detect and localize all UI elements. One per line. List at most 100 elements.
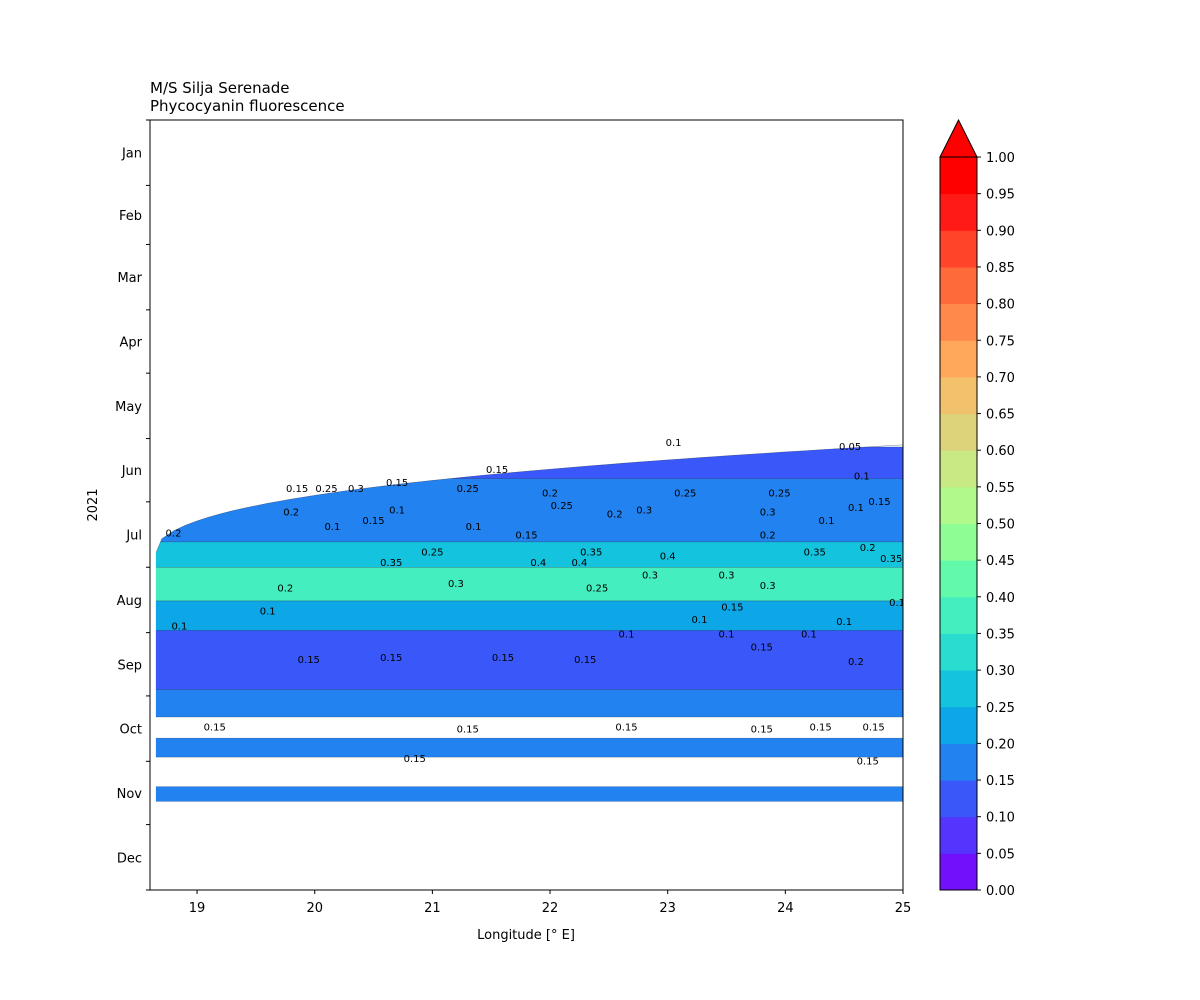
contour-label: 0.1 <box>836 617 852 628</box>
no-data-region <box>150 120 903 568</box>
contour-label: 0.3 <box>348 484 364 495</box>
contour-label: 0.15 <box>721 602 743 613</box>
colorbar-segment <box>940 816 977 854</box>
contour-label: 0.15 <box>362 516 384 527</box>
contour-label: 0.15 <box>457 725 479 736</box>
contour-label: 0.25 <box>551 501 573 512</box>
contour-band <box>150 567 903 602</box>
contour-label: 0.15 <box>862 723 884 734</box>
colorbar-segment <box>940 743 977 781</box>
contour-label: 0.1 <box>666 438 682 449</box>
contour-label: 0.35 <box>880 554 902 565</box>
x-tick-label: 21 <box>424 901 441 916</box>
colorbar-tick-label: 0.80 <box>986 298 1015 313</box>
x-tick-label: 20 <box>306 901 323 916</box>
contour-label: 0.15 <box>492 653 514 664</box>
colorbar-tick-label: 0.90 <box>986 224 1015 239</box>
y-tick-label: Mar <box>117 271 142 286</box>
y-axis-label: 2021 <box>86 488 101 521</box>
contour-label: 0.2 <box>760 531 776 542</box>
x-tick-label: 19 <box>189 901 206 916</box>
contour-label: 0.15 <box>298 655 320 666</box>
contour-label: 0.2 <box>607 510 623 521</box>
colorbar-segment <box>940 706 977 744</box>
colorbar-segment <box>940 560 977 598</box>
contour-label: 0.25 <box>768 488 790 499</box>
contour-label: 0.3 <box>760 581 776 592</box>
contour-label: 0.1 <box>719 630 735 641</box>
contour-label: 0.15 <box>486 465 508 476</box>
colorbar-tick-label: 0.00 <box>986 884 1015 899</box>
colorbar-tick-label: 0.40 <box>986 591 1015 606</box>
colorbar-segment <box>940 340 977 378</box>
colorbar-tick-label: 0.70 <box>986 371 1015 386</box>
contour-label: 0.15 <box>809 723 831 734</box>
contour-label: 0.15 <box>615 723 637 734</box>
contour-label: 0.2 <box>277 583 293 594</box>
contour-label: 0.15 <box>868 497 890 508</box>
contour-label: 0.1 <box>848 503 864 514</box>
x-axis-label: Longitude [° E] <box>477 928 575 943</box>
colorbar-tick-label: 0.50 <box>986 518 1015 533</box>
chart-subtitle: Phycocyanin fluorescence <box>150 97 345 115</box>
contour-band <box>150 600 903 631</box>
y-tick-label: Dec <box>117 851 142 866</box>
contour-label: 0.4 <box>530 558 546 569</box>
contour-band <box>150 630 903 690</box>
contour-band <box>150 737 903 758</box>
colorbar-tick-label: 0.95 <box>986 188 1015 203</box>
contour-label: 0.15 <box>386 478 408 489</box>
contour-label: 0.1 <box>619 630 635 641</box>
colorbar-tick-label: 0.20 <box>986 737 1015 752</box>
contour-band <box>150 541 903 568</box>
colorbar-extend-arrow <box>939 118 978 158</box>
left-gap <box>150 120 156 890</box>
plot-frame <box>149 119 904 891</box>
contour-label: 0.15 <box>574 655 596 666</box>
colorbar-segment <box>940 413 977 451</box>
colorbar-tick-label: 0.35 <box>986 627 1015 642</box>
colorbar-segment <box>940 230 977 268</box>
x-axis: 19 20 21 22 23 24 25 <box>189 890 911 916</box>
contour-label: 0.2 <box>542 488 558 499</box>
contour-label: 0.4 <box>660 552 676 563</box>
contour-label: 0.15 <box>515 531 537 542</box>
contour-label: 0.3 <box>448 579 464 590</box>
contour-label: 0.15 <box>857 756 879 767</box>
colorbar-tick-label: 0.30 <box>986 664 1015 679</box>
contour-band <box>150 689 903 718</box>
contour-label: 0.2 <box>860 543 876 554</box>
colorbar-segment <box>940 670 977 708</box>
y-tick-label: Sep <box>117 658 142 673</box>
contour-label: 0.1 <box>854 472 870 483</box>
contour-labels: 0.15 0.25 0.3 0.15 0.25 0.15 0.1 0.05 0.1 0.15 0.2… <box>166 438 903 768</box>
contour-label: 0.15 <box>404 754 426 765</box>
data-boundary-line <box>150 444 903 568</box>
colorbar-tick-label: 0.15 <box>986 774 1015 789</box>
colorbar-tick-label: 1.00 <box>986 151 1015 166</box>
colorbar-tick-label: 0.45 <box>986 554 1015 569</box>
colorbar-segment <box>940 853 977 891</box>
contour-label: 0.25 <box>586 583 608 594</box>
colorbar-tick-label: 0.85 <box>986 261 1015 276</box>
contour-label: 0.25 <box>457 484 479 495</box>
colorbar-segment <box>940 303 977 341</box>
chart-title: M/S Silja Serenade <box>150 79 290 97</box>
colorbar: 0.00 0.05 0.10 0.15 0.20 0.25 0.30 0.35 0.40 0.45… <box>939 118 1015 899</box>
colorbar-segment <box>940 486 977 524</box>
y-tick-label: Aug <box>117 594 142 609</box>
contour-label: 0.15 <box>380 653 402 664</box>
contour-label: 0.4 <box>571 558 587 569</box>
contour-label: 0.2 <box>283 507 299 518</box>
colorbar-segment <box>940 523 977 561</box>
contour-label: 0.1 <box>801 630 817 641</box>
contour-label: 0.1 <box>260 607 276 618</box>
x-tick-label: 25 <box>895 901 912 916</box>
contour-label: 0.15 <box>751 725 773 736</box>
contour-label: 0.3 <box>642 571 658 582</box>
contour-label: 0.05 <box>839 442 861 453</box>
x-tick-label: 24 <box>777 901 794 916</box>
contour-band <box>150 786 903 802</box>
colorbar-segment <box>940 450 977 488</box>
contour-label: 0.35 <box>580 548 602 559</box>
